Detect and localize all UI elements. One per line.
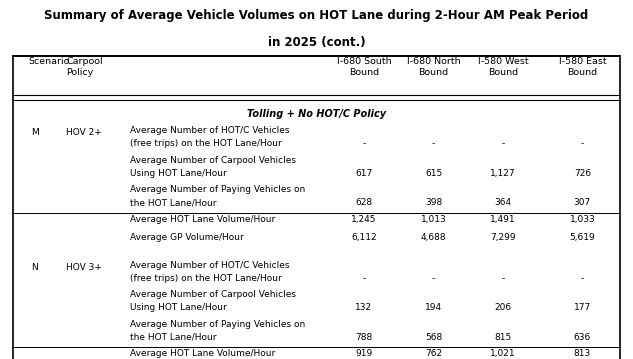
Text: (free trips) on the HOT Lane/Hour: (free trips) on the HOT Lane/Hour [130, 274, 282, 283]
Text: 4,688: 4,688 [421, 233, 446, 242]
Text: 1,491: 1,491 [491, 215, 516, 224]
Text: the HOT Lane/Hour: the HOT Lane/Hour [130, 198, 216, 207]
Text: 364: 364 [494, 198, 512, 207]
Text: M: M [31, 128, 39, 137]
Text: Average HOT Lane Volume/Hour: Average HOT Lane Volume/Hour [130, 349, 275, 358]
Text: I-680 South
Bound: I-680 South Bound [337, 57, 391, 77]
Text: 726: 726 [573, 169, 591, 178]
Text: I-580 West
Bound: I-580 West Bound [478, 57, 529, 77]
Text: 5,619: 5,619 [570, 233, 595, 242]
Text: Average Number of HOT/C Vehicles: Average Number of HOT/C Vehicles [130, 261, 289, 270]
Text: -: - [432, 274, 436, 283]
Text: 7,299: 7,299 [491, 233, 516, 242]
Text: 132: 132 [355, 303, 373, 312]
Text: 1,127: 1,127 [491, 169, 516, 178]
Text: 568: 568 [425, 333, 442, 342]
Text: 307: 307 [573, 198, 591, 207]
Text: -: - [432, 139, 436, 148]
Text: -: - [580, 139, 584, 148]
Text: Scenario: Scenario [28, 57, 70, 66]
Text: (free trips) on the HOT Lane/Hour: (free trips) on the HOT Lane/Hour [130, 139, 282, 148]
Text: 628: 628 [355, 198, 373, 207]
Text: 1,013: 1,013 [421, 215, 446, 224]
Text: Average Number of HOT/C Vehicles: Average Number of HOT/C Vehicles [130, 126, 289, 135]
Text: Using HOT Lane/Hour: Using HOT Lane/Hour [130, 169, 227, 178]
Text: 636: 636 [573, 333, 591, 342]
Text: Average HOT Lane Volume/Hour: Average HOT Lane Volume/Hour [130, 215, 275, 224]
Text: 206: 206 [494, 303, 512, 312]
Text: Average Number of Carpool Vehicles: Average Number of Carpool Vehicles [130, 156, 296, 165]
Text: 617: 617 [355, 169, 373, 178]
Text: in 2025 (cont.): in 2025 (cont.) [268, 36, 365, 49]
Text: 919: 919 [355, 349, 373, 358]
Text: 194: 194 [425, 303, 442, 312]
Text: Carpool
Policy: Carpool Policy [66, 57, 103, 77]
Text: Average GP Volume/Hour: Average GP Volume/Hour [130, 233, 244, 242]
Text: Average Number of Carpool Vehicles: Average Number of Carpool Vehicles [130, 290, 296, 299]
Text: HOV 3+: HOV 3+ [66, 263, 103, 272]
Text: Using HOT Lane/Hour: Using HOT Lane/Hour [130, 303, 227, 312]
Text: -: - [362, 274, 366, 283]
Text: 398: 398 [425, 198, 442, 207]
Text: 1,245: 1,245 [351, 215, 377, 224]
Text: Tolling + No HOT/C Policy: Tolling + No HOT/C Policy [247, 109, 386, 120]
Text: 1,021: 1,021 [491, 349, 516, 358]
Text: N: N [32, 263, 38, 272]
Text: the HOT Lane/Hour: the HOT Lane/Hour [130, 333, 216, 342]
Text: 1,033: 1,033 [570, 215, 595, 224]
Text: -: - [501, 274, 505, 283]
Text: I-680 North
Bound: I-680 North Bound [407, 57, 460, 77]
Text: 762: 762 [425, 349, 442, 358]
Text: -: - [501, 139, 505, 148]
Text: 815: 815 [494, 333, 512, 342]
Text: -: - [580, 274, 584, 283]
Text: 177: 177 [573, 303, 591, 312]
Text: 813: 813 [573, 349, 591, 358]
Text: Average Number of Paying Vehicles on: Average Number of Paying Vehicles on [130, 320, 305, 329]
Text: I-580 East
Bound: I-580 East Bound [558, 57, 606, 77]
Text: Summary of Average Vehicle Volumes on HOT Lane during 2-Hour AM Peak Period: Summary of Average Vehicle Volumes on HO… [44, 9, 589, 22]
Text: -: - [362, 139, 366, 148]
Text: Average Number of Paying Vehicles on: Average Number of Paying Vehicles on [130, 185, 305, 194]
Text: 615: 615 [425, 169, 442, 178]
Text: HOV 2+: HOV 2+ [66, 128, 102, 137]
Text: 6,112: 6,112 [351, 233, 377, 242]
Text: 788: 788 [355, 333, 373, 342]
